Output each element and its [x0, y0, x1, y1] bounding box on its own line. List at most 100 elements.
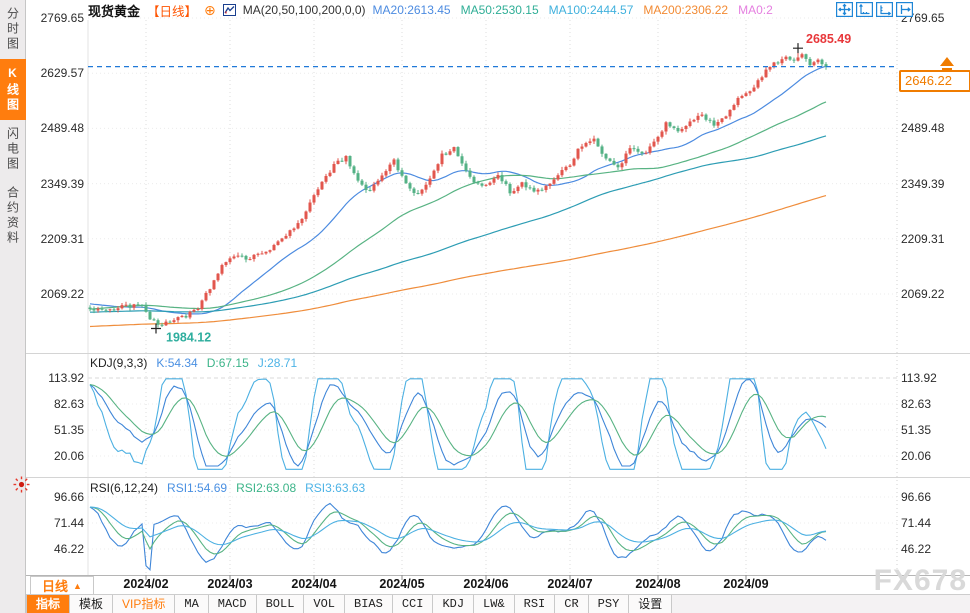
- indicator-value: RSI3:63.63: [305, 481, 366, 495]
- rsi-header: RSI(6,12,24) RSI1:54.69 RSI2:63.08 RSI3:63…: [90, 481, 374, 495]
- x-axis-month-label: 2024/03: [207, 577, 253, 591]
- sidebar-tab-label: 闪电图: [5, 127, 20, 172]
- crosshair-move-icon[interactable]: [836, 2, 853, 17]
- indicator-value: RSI1:54.69: [167, 481, 228, 495]
- symbol-title: 现货黄金: [88, 3, 141, 19]
- ma-function-label: MA(20,50,100,200,0,0): [242, 3, 366, 17]
- indicator-value: K:54.34: [156, 356, 198, 370]
- sidebar-tab-label: K线图: [5, 66, 20, 113]
- ma-values: MA20:2613.45 MA50:2530.15 MA100:2444.57 MA2…: [373, 3, 773, 17]
- alert-sun-icon[interactable]: [13, 476, 30, 493]
- kdj-lines-layer[interactable]: [89, 378, 827, 470]
- x-axis-month-label: 2024/04: [291, 577, 337, 591]
- kdj-axis-label: 51.35: [901, 422, 932, 437]
- toolbar-tab-PSY[interactable]: PSY: [588, 595, 630, 613]
- ma-value: MA0:2: [738, 3, 773, 17]
- toolbar-tab-模板[interactable]: 模板: [70, 595, 114, 613]
- period-tag[interactable]: 【日线】: [147, 4, 198, 19]
- kdj-axis-label: 113.92: [48, 371, 84, 385]
- chart-type-icon[interactable]: [222, 4, 236, 16]
- last-price-badge: 2646.22: [899, 69, 970, 92]
- kdj-axis-label: 82.63: [53, 397, 84, 411]
- kdj-d-line: [89, 384, 827, 457]
- sidebar-tab-4[interactable]: 合约资料: [0, 179, 26, 253]
- y-axis-label: 2209.31: [40, 231, 84, 246]
- y-axis-label: 2349.39: [40, 176, 84, 191]
- indicator-toolbar: 指标 模板 VIP指标 MA MACD BOLL VOL BIAS CCI KDJ LW& RSI CR…: [26, 594, 970, 613]
- y-axis-label: 2489.48: [40, 121, 84, 136]
- x-axis-month-label: 2024/07: [547, 577, 593, 591]
- toolbar-tab-CR[interactable]: CR: [555, 595, 589, 613]
- y-axis-label: 2069.22: [901, 287, 945, 301]
- sidebar-tab-label: 分时图: [5, 7, 20, 52]
- x-axis-month-label: 2024/09: [723, 577, 769, 591]
- kdj-values: K:54.34 D:67.15 J:28.71: [156, 356, 306, 370]
- toolbar-tab-VOL[interactable]: VOL: [304, 595, 346, 613]
- rsi-axis-label: 71.44: [53, 516, 84, 530]
- y-axis-label: 2489.48: [901, 121, 945, 136]
- zoom-horizontal-axis-icon[interactable]: [876, 2, 893, 17]
- kdj-axis-label: 82.63: [901, 397, 932, 411]
- x-axis-month-label: 2024/05: [379, 577, 425, 591]
- toolbar-tab-LW&[interactable]: LW&: [474, 595, 515, 613]
- ma-value: MA100:2444.57: [548, 3, 634, 17]
- kdj-header: KDJ(9,3,3) K:54.34 D:67.15 J:28.71: [90, 356, 306, 370]
- candles-layer[interactable]: [88, 51, 828, 328]
- y-axis-label: 2069.22: [40, 287, 84, 301]
- y-axis-label: 2769.65: [40, 11, 84, 25]
- rsi-axis-label: 46.22: [53, 542, 84, 556]
- toolbar-tab-KDJ[interactable]: KDJ: [433, 595, 475, 613]
- high-price-label: 2685.49: [806, 32, 851, 46]
- toolbar-tab-VIP指标[interactable]: VIP指标: [113, 595, 176, 613]
- x-axis-month-label: 2024/06: [463, 577, 509, 591]
- add-indicator-icon[interactable]: ⊕: [204, 2, 216, 18]
- rsi-axis-label: 96.66: [901, 490, 932, 504]
- kdj-label: KDJ(9,3,3): [90, 356, 148, 370]
- ma-value: MA20:2613.45: [372, 3, 451, 17]
- ma-value: MA50:2530.15: [460, 3, 539, 17]
- ma200-line: [89, 195, 827, 328]
- toolbar-tab-BIAS[interactable]: BIAS: [345, 595, 393, 613]
- chart-tools: [836, 2, 913, 17]
- toolbar-tab-设置[interactable]: 设置: [629, 595, 673, 613]
- chevron-up-icon: ▲: [73, 580, 82, 591]
- rsi-axis-label: 71.44: [901, 516, 932, 530]
- left-sidebar: 分时图 K线图闪电图合约资料: [0, 0, 26, 613]
- x-axis-month-label: 2024/02: [123, 577, 169, 591]
- ma-lines-layer: [89, 65, 827, 328]
- kdj-j-line: [89, 378, 827, 470]
- indicator-value: RSI2:63.08: [236, 481, 297, 495]
- ma-value: MA200:2306.22: [643, 3, 729, 17]
- period-selector-label: 日线: [42, 579, 69, 594]
- rsi1-line: [89, 502, 827, 572]
- x-axis-month-label: 2024/08: [635, 577, 681, 591]
- extreme-markers: 2685.49 1984.12: [151, 32, 851, 345]
- sidebar-tab-1[interactable]: 分时图: [0, 0, 26, 59]
- ma100-line: [89, 135, 827, 313]
- kdj-k-line: [89, 379, 827, 467]
- rsi2-line: [89, 506, 827, 555]
- toolbar-tab-CCI[interactable]: CCI: [392, 595, 434, 613]
- pan-right-icon[interactable]: [896, 2, 913, 17]
- sidebar-tab-label: 合约资料: [5, 186, 20, 246]
- kdj-axis-label: 51.35: [53, 422, 84, 437]
- sidebar-tab-3[interactable]: 闪电图: [0, 120, 26, 179]
- sidebar-tab-2[interactable]: K线图: [0, 59, 26, 120]
- kdj-axis-label: 20.06: [901, 449, 932, 463]
- indicator-value: J:28.71: [257, 356, 298, 370]
- rsi-values: RSI1:54.69 RSI2:63.08 RSI3:63.63: [167, 481, 374, 495]
- toolbar-tab-MACD[interactable]: MACD: [208, 595, 257, 613]
- toolbar-tab-MA[interactable]: MA: [175, 595, 209, 613]
- zoom-vertical-axis-icon[interactable]: [856, 2, 873, 17]
- toolbar-tab-RSI[interactable]: RSI: [514, 595, 556, 613]
- rsi-axis-label: 46.22: [901, 542, 932, 556]
- rsi-label: RSI(6,12,24): [90, 481, 159, 495]
- toolbar-tab-指标[interactable]: 指标: [26, 595, 71, 613]
- y-axis-label: 2209.31: [901, 231, 945, 246]
- toolbar-tab-BOLL[interactable]: BOLL: [256, 595, 305, 613]
- indicator-value: D:67.15: [206, 356, 249, 370]
- rsi-lines-layer[interactable]: [89, 502, 827, 572]
- period-selector-button[interactable]: 日线 ▲: [30, 576, 94, 595]
